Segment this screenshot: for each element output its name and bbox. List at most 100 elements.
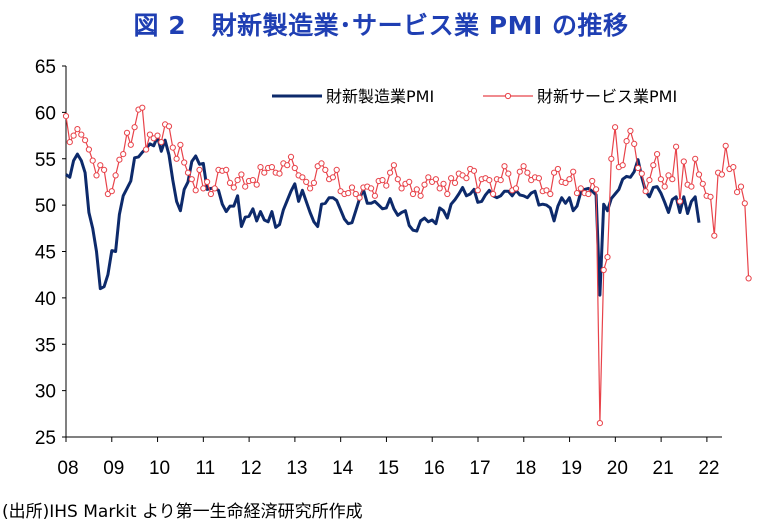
services-point [474,187,481,194]
services-point [612,124,619,131]
services-point [127,141,134,148]
services-point [577,185,584,192]
services-point [181,159,188,166]
services-point [101,166,108,173]
services-point [352,190,359,198]
services-point [600,266,607,274]
services-point [131,124,138,131]
services-point [368,185,375,192]
x-tick-label: 14 [332,458,354,479]
services-point [547,190,554,198]
services-point [692,155,699,162]
y-tick-labels: 25 30 35 40 45 50 55 60 65 [35,57,56,449]
services-point [505,170,512,177]
services-point [634,164,642,172]
services-point [310,179,317,186]
services-point [409,190,417,198]
services-point [665,172,672,179]
y-tick-label: 65 [35,57,56,78]
x-tick-label: 12 [241,458,262,479]
y-tick-label: 35 [35,335,56,356]
services-point [356,194,363,201]
services-point [657,176,665,183]
services-point [62,113,70,120]
services-point [623,138,630,145]
services-point [512,185,520,192]
services-point [66,139,73,146]
y-tick-label: 25 [35,428,56,449]
services-point [516,168,523,175]
services-point [390,162,397,169]
services-point [184,169,192,176]
services-point [650,162,657,169]
services-point [371,192,378,199]
services-point [238,171,245,178]
services-point [737,183,745,190]
series-manufacturing [65,135,701,297]
services-point [699,180,706,187]
x-tick-label: 10 [149,458,170,479]
services-point [604,254,611,261]
y-tick-label: 55 [35,150,56,171]
services-point [680,158,687,165]
services-point [299,174,306,181]
services-point [551,169,558,176]
services-point [169,144,176,151]
services-point [387,169,394,176]
legend-manufacturing-label: 財新製造業PMI [326,87,434,106]
services-point [116,156,123,163]
services-point [741,200,748,207]
services-point [287,153,295,160]
y-tick-label: 45 [35,243,56,264]
x-tick-label: 17 [469,458,490,479]
services-point [85,146,93,153]
services-point [654,151,661,158]
x-tick-label: 09 [103,458,124,479]
y-tick-label: 40 [35,289,56,310]
services-point [470,167,478,174]
x-tick-label: 20 [607,458,628,479]
services-point [207,190,214,198]
services-point [673,143,680,150]
services-point [608,155,615,162]
services-point [451,179,459,186]
services-point [596,420,604,427]
services-point [688,183,695,190]
services-point [268,164,275,171]
services-point [93,172,100,179]
legend: 財新製造業PMI 財新サービス業PMI [272,87,677,106]
services-point [223,166,230,173]
services-point [524,169,531,176]
x-tick-label: 22 [698,458,719,479]
services-point [722,142,729,149]
services-point [158,139,165,146]
services-point [734,189,741,196]
services-point [322,166,329,173]
services-point [730,164,737,171]
services-point [165,123,173,130]
services-point [562,179,569,186]
services-point [501,163,508,170]
legend-services-marker [504,92,512,100]
services-point [394,176,401,183]
y-tick-label: 50 [35,196,56,217]
services-point [329,174,336,181]
services-point [242,183,249,190]
services-point [425,174,432,181]
services-point [192,187,199,194]
services-point [406,178,413,185]
services-point [566,176,573,183]
services-point [398,185,405,192]
services-point [463,175,470,182]
services-point [108,188,115,195]
services-point [89,157,96,164]
services-point [440,180,447,187]
services-point [570,168,577,175]
x-tick-label: 21 [653,458,674,479]
services-point [146,131,153,138]
services-point [421,181,428,188]
services-point [348,184,356,191]
services-point [249,177,256,184]
services-point [432,176,439,183]
services-point [284,162,291,169]
